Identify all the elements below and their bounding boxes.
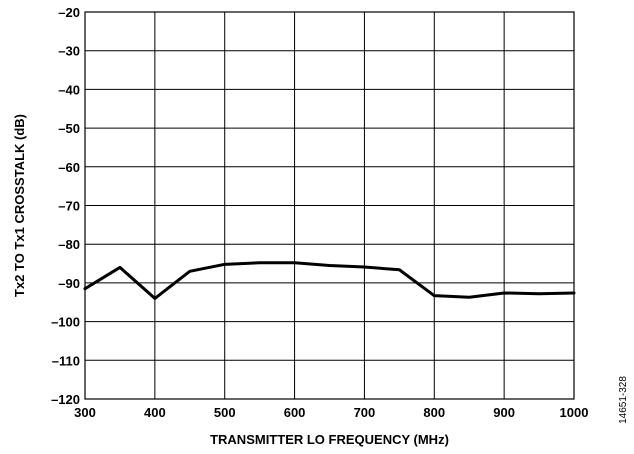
figure-id: 14651-328 bbox=[618, 376, 629, 424]
x-axis-title: TRANSMITTER LO FREQUENCY (MHz) bbox=[210, 432, 449, 447]
x-tick-label: 800 bbox=[423, 405, 445, 420]
y-tick-label: –120 bbox=[51, 392, 80, 407]
y-tick-labels: –20 –30 –40 –50 –60 –70 –80 –90 –100 –110 –120 bbox=[51, 5, 80, 407]
series-layer bbox=[83, 261, 576, 300]
series-line bbox=[83, 261, 576, 300]
y-tick-label: –110 bbox=[52, 353, 80, 368]
y-tick-label: –20 bbox=[58, 5, 80, 20]
y-tick-label: –60 bbox=[58, 160, 80, 175]
y-tick-label: –80 bbox=[58, 237, 80, 252]
x-tick-label: 700 bbox=[354, 405, 376, 420]
x-tick-label: 900 bbox=[493, 405, 515, 420]
y-axis-title: Tx2 TO Tx1 CROSSTALK (dB) bbox=[12, 114, 27, 297]
x-tick-label: 400 bbox=[144, 405, 166, 420]
y-tick-label: –90 bbox=[58, 276, 80, 291]
x-tick-label: 600 bbox=[284, 405, 306, 420]
x-tick-label: 300 bbox=[74, 405, 96, 420]
x-tick-label: 1000 bbox=[560, 405, 589, 420]
plot-frame bbox=[84, 11, 575, 400]
y-tick-label: –30 bbox=[58, 44, 80, 59]
y-tick-label: –50 bbox=[58, 121, 80, 136]
y-tick-label: –40 bbox=[58, 82, 80, 97]
x-tick-label: 500 bbox=[214, 405, 236, 420]
y-tick-label: –100 bbox=[51, 315, 80, 330]
y-tick-label: –70 bbox=[58, 199, 80, 214]
x-tick-labels: 300 400 500 600 700 800 900 1000 bbox=[74, 405, 588, 420]
grid bbox=[84, 11, 575, 400]
